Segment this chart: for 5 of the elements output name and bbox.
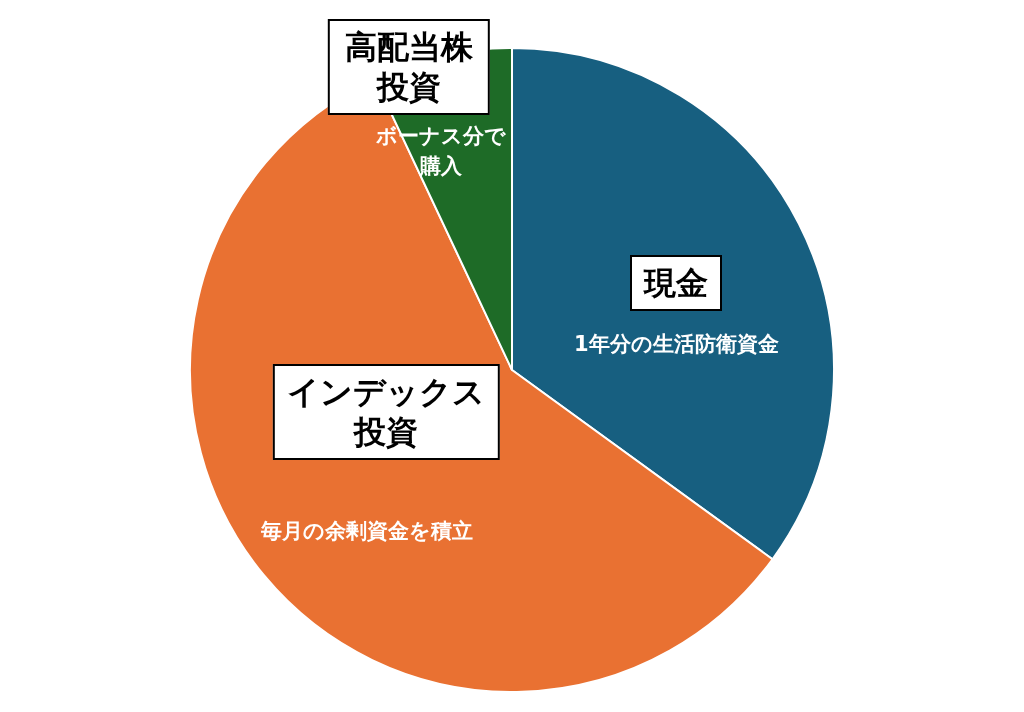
text: 毎月の余剰資金を積立 bbox=[261, 518, 474, 545]
slice-label: 現金 bbox=[630, 255, 723, 312]
slice-label: インデックス投資 bbox=[273, 363, 500, 460]
text: 1年分の生活防衛資金 bbox=[573, 331, 779, 359]
slice-label: 高配当株投資 bbox=[327, 19, 491, 116]
